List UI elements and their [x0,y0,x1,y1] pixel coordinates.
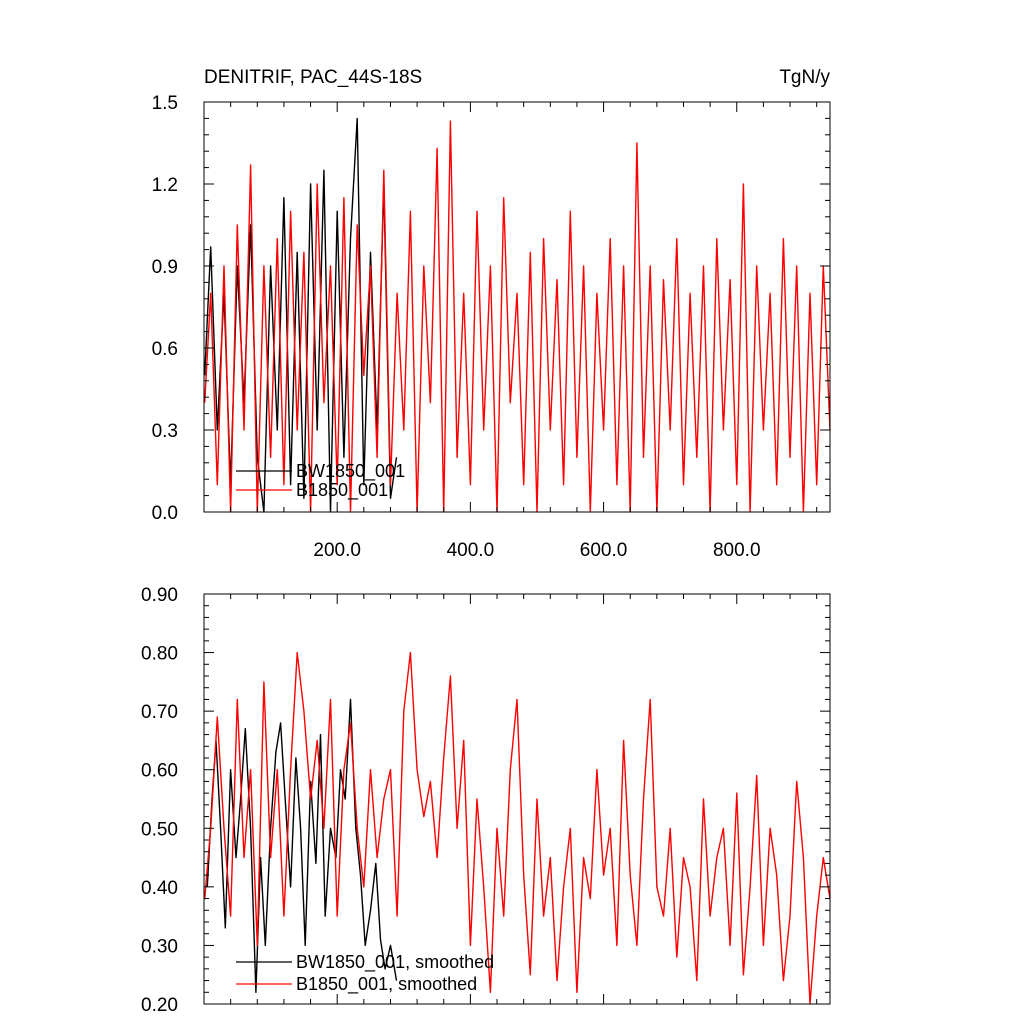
top-chart-units: TgN/y [779,67,830,88]
bottom-y-tick-label: 0.50 [141,819,178,840]
bottom-y-tick-label: 0.30 [141,936,178,957]
top-series-line-2 [204,120,831,513]
bottom-ticks-layer: 0.20 0.30 0.40 0.50 0.60 0.70 0.80 0.90 [141,585,830,1016]
top-x-tick-label: 800.0 [713,540,761,561]
top-y-tick-label: 0.3 [152,421,178,442]
top-y-tick-label: 0.6 [152,339,178,360]
bottom-y-tick-label: 0.40 [141,878,178,899]
bottom-y-tick-label: 0.60 [141,761,178,782]
bottom-series-line-1 [206,698,398,993]
bottom-legend: BW1850_001, smoothed B1850_001, smoothed [236,952,494,995]
bottom-series-line-2 [204,651,831,1005]
top-plot-frame [203,101,831,513]
top-ticks-layer: 0.0 0.3 0.6 0.9 1.2 1.5 200.0 400.0 600.0 800.0 [152,93,830,561]
top-y-tick-label: 1.5 [152,93,178,114]
top-legend-label-1: BW1850_001 [296,461,405,482]
top-x-tick-label: 600.0 [580,540,628,561]
bottom-y-tick-label: 0.20 [141,995,178,1016]
bottom-y-tick-label: 0.70 [141,702,178,723]
bottom-series-layer [204,651,831,1005]
top-y-tick-label: 0.0 [152,503,178,524]
top-legend: BW1850_001 B1850_001 [236,461,405,501]
bottom-legend-label-1: BW1850_001, smoothed [296,952,494,973]
top-y-tick-label: 1.2 [152,175,178,196]
bottom-y-tick-label: 0.80 [141,644,178,665]
top-panel: DENITRIF, PAC_44S-18S TgN/y 0.0 0.3 0.6 0.9… [152,67,831,561]
bottom-legend-label-2: B1850_001, smoothed [296,974,477,995]
bottom-plot-frame [203,593,831,1005]
top-y-tick-label: 0.9 [152,257,178,278]
top-series-layer [204,117,831,513]
bottom-panel: 0.20 0.30 0.40 0.50 0.60 0.70 0.80 0.90 BW1850_… [141,585,831,1016]
top-x-tick-label: 200.0 [313,540,361,561]
bottom-y-tick-label: 0.90 [141,585,178,606]
top-chart-title: DENITRIF, PAC_44S-18S [204,67,422,88]
top-x-tick-label: 400.0 [447,540,495,561]
top-legend-label-2: B1850_001 [296,480,388,501]
